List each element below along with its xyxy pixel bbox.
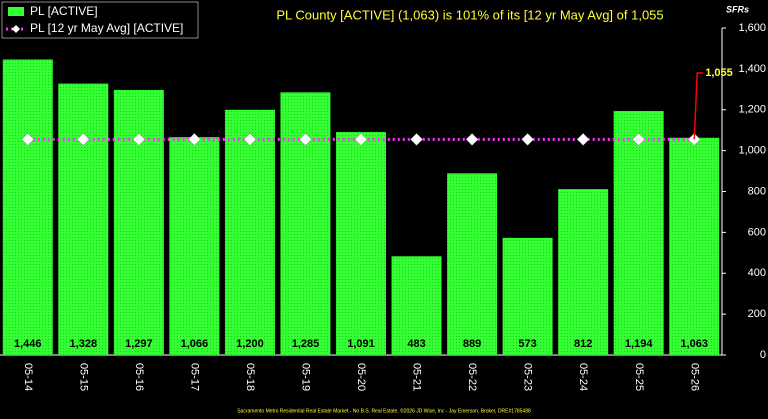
bar	[336, 132, 386, 355]
legend-label: PL [ACTIVE]	[30, 4, 98, 18]
y-tick-label: 1,600	[738, 22, 766, 34]
marker	[632, 133, 646, 146]
y-tick-label: 400	[748, 267, 766, 279]
annotation-label: 1,055	[705, 67, 733, 79]
bar	[558, 189, 609, 355]
data-label: 1,194	[625, 338, 653, 350]
bar	[224, 109, 275, 355]
marker	[132, 133, 146, 146]
bar	[113, 89, 164, 355]
marker	[410, 133, 423, 146]
y-axis-label: SFRs	[726, 4, 749, 14]
x-tick-label: 05-16	[133, 363, 145, 391]
legend-swatch	[8, 7, 24, 16]
legend-label: PL [12 yr May Avg] [ACTIVE]	[30, 21, 183, 35]
footer: Sacramento Metro Residential Real Estate…	[237, 407, 531, 414]
marker	[21, 133, 35, 146]
data-label: 1,446	[14, 338, 42, 350]
x-tick-label: 05-22	[466, 363, 478, 391]
bar	[280, 92, 331, 356]
y-tick-label: 200	[748, 308, 766, 320]
x-tick-label: 05-20	[355, 363, 367, 391]
bar	[447, 173, 498, 355]
data-label: 1,297	[125, 338, 153, 350]
x-tick-label: 05-15	[77, 363, 89, 391]
x-tick-label: 05-26	[688, 363, 700, 391]
data-label: 1,285	[292, 338, 320, 350]
data-label: 1,328	[70, 338, 98, 350]
marker	[76, 133, 90, 146]
data-label: 483	[407, 338, 425, 350]
data-label: 573	[518, 338, 536, 350]
y-tick-label: 1,400	[738, 63, 766, 75]
marker	[576, 133, 590, 146]
marker	[465, 133, 479, 146]
y-tick-label: 800	[748, 185, 766, 197]
data-label: 889	[463, 338, 481, 350]
bar	[169, 137, 220, 355]
x-tick-label: 05-21	[411, 363, 423, 391]
data-label: 1,066	[181, 338, 209, 350]
bar	[58, 83, 109, 355]
bar	[502, 237, 553, 355]
x-tick-label: 05-25	[633, 363, 645, 391]
y-tick-label: 1,200	[738, 104, 766, 116]
data-label: 1,200	[236, 338, 264, 350]
marker	[243, 133, 257, 146]
marker	[354, 133, 368, 146]
x-tick-label: 05-24	[577, 363, 589, 391]
marker	[299, 133, 312, 146]
annotation-arrow	[693, 72, 704, 140]
data-label: 812	[574, 338, 592, 350]
legend	[1, 1, 199, 39]
x-tick-label: 05-17	[188, 363, 200, 391]
marker	[188, 133, 201, 146]
data-label: 1,091	[347, 338, 375, 350]
x-tick-label: 05-19	[300, 363, 312, 391]
y-tick-label: 0	[760, 349, 766, 361]
x-tick-label: 05-18	[244, 363, 256, 391]
data-label: 1,063	[680, 338, 708, 350]
y-tick-label: 600	[748, 226, 766, 238]
bar	[391, 256, 442, 355]
legend-marker	[12, 25, 20, 33]
x-tick-label: 05-14	[22, 363, 34, 391]
chart-title: PL County [ACTIVE] (1,063) is 101% of it…	[276, 7, 663, 22]
bar	[613, 110, 664, 355]
marker	[521, 133, 534, 146]
bar	[669, 137, 720, 355]
bar	[2, 59, 53, 355]
x-tick-label: 05-23	[522, 363, 534, 391]
y-tick-label: 1,000	[738, 145, 766, 157]
